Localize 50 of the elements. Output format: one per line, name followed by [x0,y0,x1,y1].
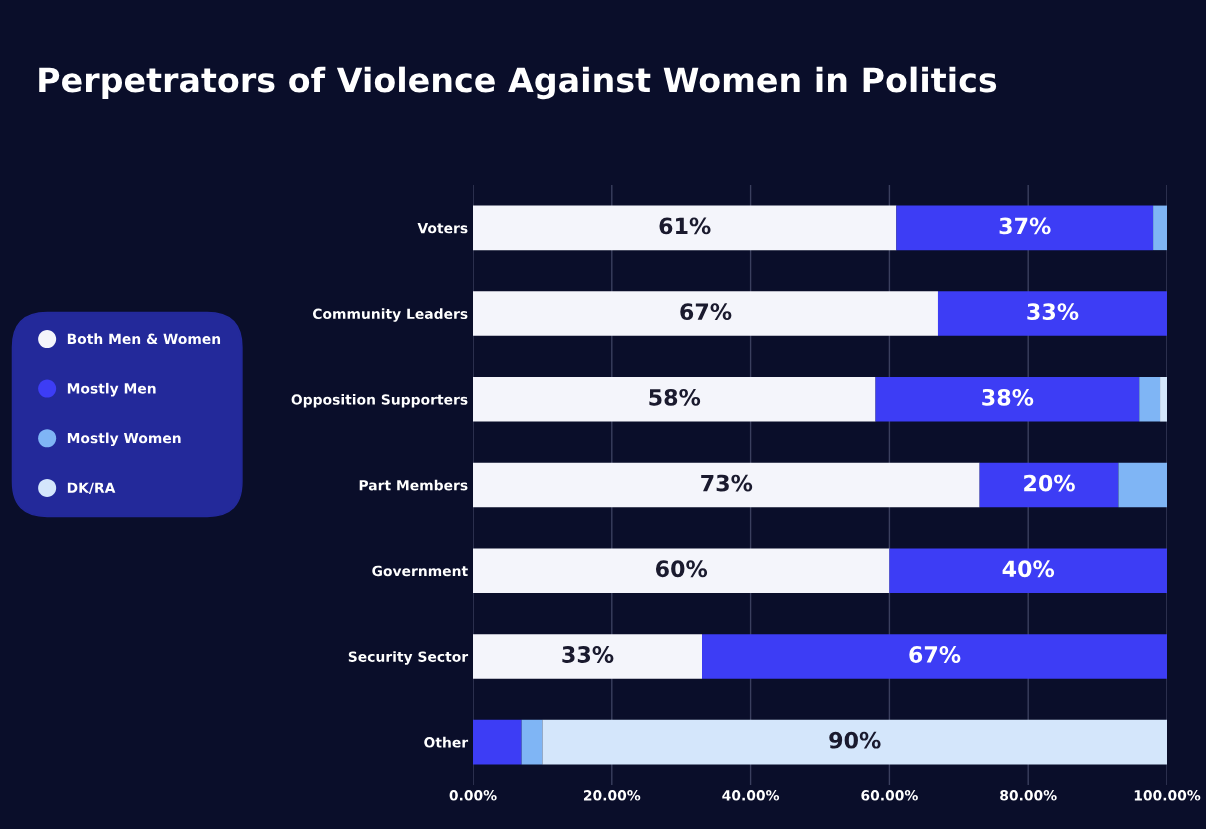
bar [979,462,1119,508]
bar [1118,462,1167,508]
y-tick-label: Part Members [359,479,468,491]
data-label: 33% [1027,303,1079,321]
bar [521,719,543,765]
y-tick-label: Other [424,736,469,748]
data-label: 60% [655,560,708,578]
bar [1139,377,1161,422]
data-label: 67% [680,303,732,321]
data-label: 40% [1002,560,1055,578]
y-tick-label: Opposition Supporters [291,394,468,408]
legend-label: Mostly Men [67,382,156,397]
data-label: 73% [701,474,753,492]
y-tick-label: Voters [417,223,468,234]
data-label: 61% [659,217,711,235]
bar [889,548,1167,593]
legend-label: Mostly Women [67,432,181,447]
bar [473,377,876,422]
x-tick-label: 100.00% [1134,790,1201,801]
data-label: 67% [909,646,961,663]
data-label: 58% [649,388,701,406]
data-label: 33% [562,646,614,663]
bar [875,377,1140,422]
y-tick-label: Government [372,565,468,577]
bar [1153,205,1167,251]
legend-label: DK/RA [67,482,116,495]
y-tick-label: Security Sector [348,651,469,665]
bar [1160,377,1167,422]
bar [473,462,980,508]
bar [937,291,1167,336]
data-label: 20% [1024,474,1075,492]
x-tick-label: 40.00% [722,790,780,801]
y-tick-label: Community Leaders [312,308,468,322]
bar [473,719,522,765]
bar [896,205,1154,251]
data-label: 38% [982,388,1034,406]
x-tick-label: 0.00% [449,790,497,801]
bar [542,719,1167,765]
legend-label: Both Men & Women [67,333,221,345]
data-label: 37% [999,217,1051,235]
bar [473,205,897,251]
data-label: 90% [829,731,881,749]
chart-title: Perpetrators of Violence Against Women in Politics [39,66,997,100]
bar [473,634,703,679]
x-tick-label: 60.00% [861,790,918,801]
bar [473,291,938,336]
x-tick-label: 80.00% [1000,790,1057,801]
bar [702,634,1167,679]
bar [473,548,890,593]
x-tick-label: 20.00% [583,790,641,801]
